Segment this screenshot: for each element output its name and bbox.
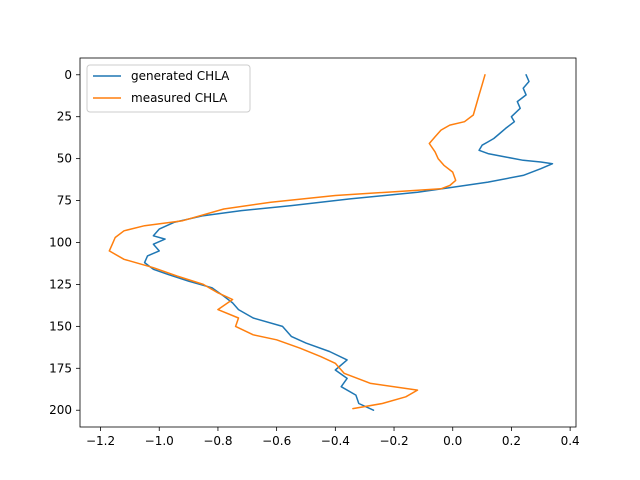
y-tick-label: 100 [49, 236, 72, 250]
legend-box [86, 64, 251, 113]
plot-frame [79, 57, 577, 428]
legend-label-measured: measured CHLA [131, 91, 228, 105]
series-line-measured [108, 74, 486, 410]
x-tick-label: −0.6 [262, 434, 291, 448]
y-tick-label: 150 [49, 319, 72, 333]
y-tick-label: 75 [57, 194, 72, 208]
x-tick-label: −1.0 [145, 434, 174, 448]
y-tick-label: 200 [49, 403, 72, 417]
x-tick-label: −0.8 [203, 434, 232, 448]
y-axis: 0 25 50 75 100 125 150 175 200 [49, 68, 80, 417]
x-axis: −1.2 −1.0 −0.8 −0.6 −0.4 −0.2 0.0 0.2 0.4 [86, 427, 580, 448]
x-tick-label: −0.2 [379, 434, 408, 448]
legend-label-generated: generated CHLA [131, 69, 230, 83]
y-tick-label: 175 [49, 361, 72, 375]
x-tick-label: −0.4 [321, 434, 350, 448]
series-layer [108, 74, 554, 411]
y-tick-label: 50 [57, 152, 72, 166]
x-tick-label: 0.4 [561, 434, 580, 448]
series-line-generated [143, 74, 554, 411]
y-tick-label: 25 [57, 110, 72, 124]
x-tick-label: 0.2 [502, 434, 521, 448]
y-tick-label: 0 [64, 68, 72, 82]
legend: generated CHLA measured CHLA [86, 64, 251, 113]
x-tick-label: −1.2 [86, 434, 115, 448]
y-tick-label: 125 [49, 277, 72, 291]
x-tick-label: 0.0 [443, 434, 462, 448]
